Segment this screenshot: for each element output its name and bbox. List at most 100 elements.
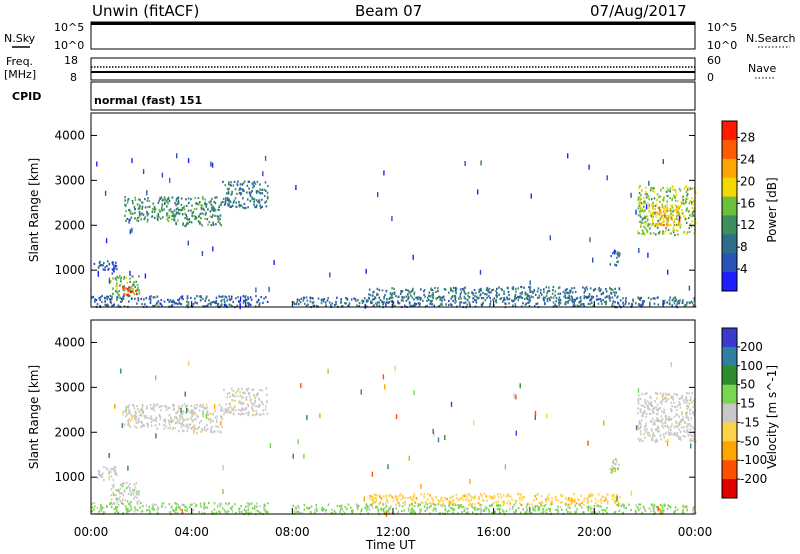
colorbar-band [722, 403, 737, 423]
echo-cell [397, 502, 400, 505]
echo-cell [198, 510, 200, 514]
echo-cell [196, 414, 198, 417]
echo-cell [331, 511, 334, 514]
echo-cell [564, 301, 567, 304]
echo-cell [469, 502, 471, 505]
echo-cell [188, 423, 191, 426]
echo-cell [673, 401, 675, 404]
echo-cell [232, 407, 234, 410]
echo-cell [574, 511, 576, 514]
echo-cell [670, 431, 672, 434]
echo-cell [678, 428, 681, 431]
echo-cell [642, 505, 645, 508]
echo-cell [383, 511, 386, 514]
echo-cell [440, 498, 442, 501]
echo-cell [228, 295, 231, 298]
echo-cell [679, 403, 682, 406]
echo-cell [563, 295, 565, 298]
echo-cell [662, 426, 665, 429]
echo-cell [194, 505, 197, 508]
echo-cell [512, 300, 514, 303]
echo-cell [193, 418, 196, 421]
echo-cell [643, 196, 645, 200]
echo-cell [245, 305, 248, 308]
echo-cell [676, 426, 678, 429]
echo-cell [175, 199, 178, 202]
echo-cell [651, 433, 654, 436]
echo-cell [127, 293, 129, 296]
echo-cell [235, 297, 237, 300]
echo-cell [211, 216, 213, 219]
echo-cell [491, 504, 493, 507]
echo-cell [676, 413, 679, 417]
echo-cell [125, 276, 128, 279]
echo-cell [340, 504, 343, 507]
echo-cell [134, 486, 137, 489]
echo-cell [455, 290, 457, 293]
echo-cell [385, 302, 387, 308]
echo-cell [459, 288, 462, 291]
echo-cell [138, 210, 141, 214]
echo-cell [644, 227, 647, 230]
echo-cell [611, 498, 614, 501]
echo-cell [108, 453, 110, 458]
echo-cell [672, 231, 675, 234]
echo-cell [638, 421, 641, 425]
echo-cell [583, 497, 586, 500]
echo-cell [437, 289, 439, 293]
colorbar-band [722, 121, 737, 141]
echo-cell [156, 403, 159, 406]
echo-cell [475, 299, 477, 302]
echo-cell [194, 217, 196, 221]
echo-cell [662, 394, 665, 397]
echo-cell [122, 502, 124, 506]
echo-cell [180, 203, 183, 206]
echo-cell [503, 290, 505, 293]
echo-cell [148, 297, 151, 300]
echo-cell [693, 438, 695, 441]
echo-cell [480, 160, 482, 166]
echo-cell [557, 286, 560, 290]
echo-cell [558, 286, 561, 289]
echo-cell [661, 223, 663, 226]
echo-cell [172, 405, 174, 408]
echo-cell [344, 302, 346, 305]
echo-cell [100, 264, 103, 267]
echo-cell [519, 501, 521, 504]
echo-cell [656, 225, 659, 228]
echo-cell [618, 503, 620, 506]
echo-cell [664, 397, 667, 400]
echo-cell [93, 505, 96, 508]
echo-cell [401, 290, 404, 293]
echo-cell [664, 230, 667, 233]
echo-cell [593, 504, 596, 508]
echo-cell [324, 301, 327, 304]
echo-cell [419, 503, 421, 506]
echo-cell [136, 219, 138, 222]
echo-cell [617, 467, 619, 471]
echo-cell [255, 199, 258, 202]
echo-cell [576, 508, 578, 511]
echo-cell [542, 296, 545, 299]
echo-cell [463, 508, 466, 511]
echo-cell [431, 288, 434, 292]
echo-cell [241, 407, 244, 410]
echo-cell [119, 483, 122, 486]
echo-cell [124, 196, 126, 199]
echo-cell [325, 510, 327, 513]
echo-cell [667, 189, 670, 192]
echo-cell [459, 295, 461, 298]
echo-cell [158, 423, 161, 426]
echo-cell [446, 498, 448, 501]
echo-cell [590, 499, 593, 503]
echo-cell [137, 499, 140, 503]
echo-cell [243, 202, 246, 206]
echo-cell [113, 270, 115, 273]
echo-cell [448, 299, 450, 303]
y-tick-label: 3000 [54, 173, 85, 187]
echo-cell [218, 208, 220, 211]
echo-cell [305, 304, 308, 307]
echo-cell [603, 499, 606, 502]
echo-cell [618, 255, 620, 258]
